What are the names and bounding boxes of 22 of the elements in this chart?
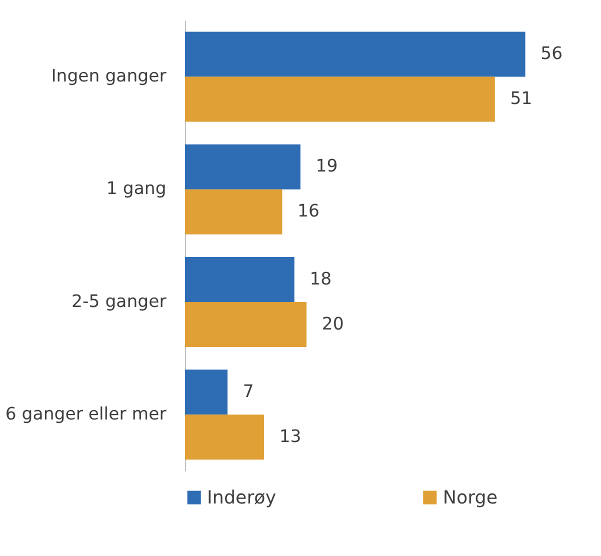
bar xyxy=(184,76,495,122)
data-label: 51 xyxy=(510,89,532,110)
data-label: 20 xyxy=(322,314,344,334)
bar xyxy=(184,370,228,415)
data-label: 18 xyxy=(310,269,332,290)
bar xyxy=(184,32,526,77)
bar xyxy=(184,144,300,190)
legend-label: Inderøy xyxy=(207,487,276,508)
data-label: 16 xyxy=(298,202,320,222)
data-label: 19 xyxy=(316,156,338,177)
data-label: 13 xyxy=(279,426,302,447)
y-tick-label: 6 ganger eller mer xyxy=(5,404,168,424)
y-tick-label: 1 gang xyxy=(106,179,166,200)
y-tick-label: 2-5 ganger xyxy=(72,292,168,312)
y-tick-label: Ingen ganger xyxy=(51,66,168,87)
data-label: 56 xyxy=(540,44,563,64)
bar xyxy=(184,414,264,460)
data-label: 7 xyxy=(242,382,254,402)
bar xyxy=(184,189,282,234)
legend-label: Norge xyxy=(442,487,498,508)
bar xyxy=(184,256,294,302)
bar xyxy=(184,302,307,348)
